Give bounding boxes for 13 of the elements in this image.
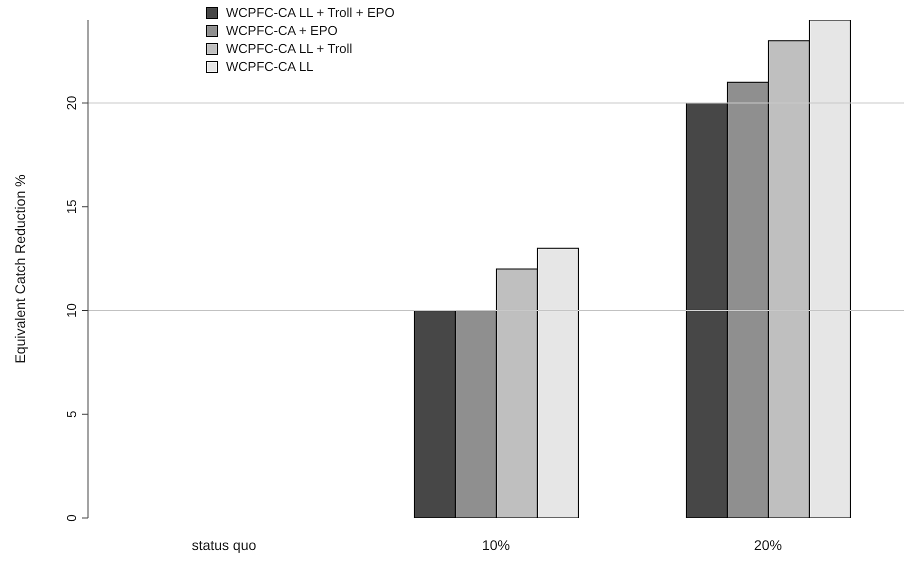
- y-tick-label: 5: [64, 410, 79, 418]
- x-tick-label: 10%: [482, 536, 510, 553]
- y-tick-label: 10: [64, 303, 79, 318]
- y-axis-title: Equivalent Catch Reduction %: [12, 174, 28, 364]
- y-tick-label: 20: [64, 96, 79, 110]
- legend-label: WCPFC-CA LL + Troll: [226, 40, 352, 58]
- x-tick-label: 20%: [754, 536, 782, 553]
- legend-label: WCPFC-CA LL: [226, 58, 314, 76]
- y-tick-label: 0: [64, 514, 79, 522]
- x-tick-label: status quo: [192, 536, 257, 553]
- y-tick-label: 15: [64, 200, 79, 214]
- legend-label: WCPFC-CA LL + Troll + EPO: [226, 4, 395, 22]
- legend-label: WCPFC-CA + EPO: [226, 22, 338, 40]
